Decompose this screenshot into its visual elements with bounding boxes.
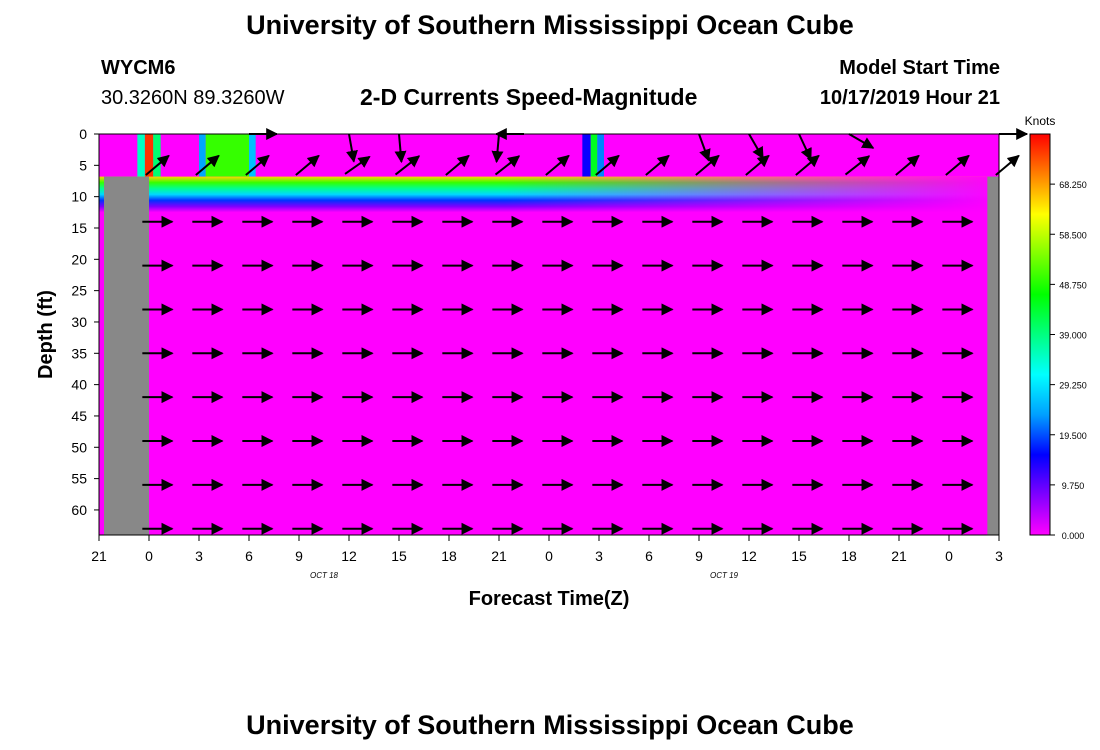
no-data-column <box>987 176 999 535</box>
surface-vector <box>795 154 820 176</box>
y-tick-label: 15 <box>71 220 87 236</box>
surface-speed-patch <box>137 134 145 177</box>
surface-vector <box>145 154 170 176</box>
surface-speed-patch <box>144 134 154 177</box>
y-tick-label: 20 <box>71 251 87 267</box>
y-tick-label: 30 <box>71 314 87 330</box>
colorbar-tick-label: 39.000 <box>1059 331 1087 341</box>
surface-vector <box>295 154 320 176</box>
colorbar-tick-label: 9.750 <box>1062 481 1085 491</box>
x-axis-label: Forecast Time(Z) <box>469 588 630 610</box>
x-tick-label: 6 <box>245 548 253 564</box>
x-tick-label: 9 <box>295 548 303 564</box>
model-start-value: 10/17/2019 Hour 21 <box>819 87 1000 109</box>
surface-vector <box>895 154 920 176</box>
page-title: University of Southern Mississippi Ocean… <box>246 10 854 40</box>
x-tick-label: 0 <box>945 548 953 564</box>
surface-speed-patch <box>153 134 161 177</box>
colorbar: Knots 68.250 58.500 48.750 39.000 29.250 19.50… <box>1025 114 1087 541</box>
surface-vector <box>195 154 220 176</box>
y-tick-label: 60 <box>71 502 87 518</box>
x-tick-label: 18 <box>441 548 457 564</box>
surface-speed-patch <box>582 134 591 177</box>
footer-title: University of Southern Mississippi Ocean… <box>246 710 854 740</box>
colorbar-tick-label: 48.750 <box>1059 280 1087 290</box>
surface-speed-patch <box>249 134 256 177</box>
x-date-label: OCT 19 <box>710 571 739 580</box>
y-tick-label: 45 <box>71 408 87 424</box>
top-vector <box>848 133 875 149</box>
y-axis-label: Depth (ft) <box>35 290 57 379</box>
x-date-label: OCT 18 <box>310 571 339 580</box>
plot-area <box>99 134 999 535</box>
surface-vector <box>394 155 421 176</box>
surface-vector <box>995 154 1020 176</box>
station-coordinates: 30.3260N 89.3260W <box>101 87 285 109</box>
y-tick-label: 40 <box>71 377 87 393</box>
surface-speed-patch <box>199 134 206 177</box>
x-tick-label: 6 <box>645 548 653 564</box>
colorbar-unit: Knots <box>1025 114 1056 128</box>
top-vector <box>798 133 812 161</box>
surface-speed-patch <box>590 134 598 177</box>
surface-vector <box>745 154 770 176</box>
y-tick-label: 50 <box>71 439 87 455</box>
top-vector <box>394 133 407 164</box>
top-vector <box>698 133 711 162</box>
surface-vector <box>494 155 521 176</box>
surface-vector <box>445 154 470 176</box>
x-tick-label: 3 <box>995 548 1003 564</box>
x-tick-label: 0 <box>145 548 153 564</box>
colorbar-tick-label: 29.250 <box>1059 381 1087 391</box>
model-start-label: Model Start Time <box>839 57 1000 79</box>
chart-subtitle: 2-D Currents Speed-Magnitude <box>360 84 698 110</box>
colorbar-tick-label: 68.250 <box>1059 180 1087 190</box>
x-tick-label: 21 <box>491 548 507 564</box>
station-id: WYCM6 <box>101 57 176 79</box>
top-vector <box>748 133 764 160</box>
x-tick-label: 21 <box>91 548 107 564</box>
x-tick-label: 12 <box>341 548 357 564</box>
colorbar-gradient <box>1029 133 1051 536</box>
surface-speed-patch <box>205 134 249 177</box>
surface-vector <box>945 154 970 176</box>
surface-vector <box>844 155 871 176</box>
x-tick-label: 3 <box>595 548 603 564</box>
y-tick-label: 10 <box>71 189 87 205</box>
x-tick-label: 3 <box>195 548 203 564</box>
surface-vector <box>695 154 720 176</box>
x-tick-label: 15 <box>791 548 807 564</box>
y-tick-label: 5 <box>79 157 87 173</box>
y-tick-label: 55 <box>71 471 87 487</box>
x-tick-label: 9 <box>695 548 703 564</box>
transition-fade <box>99 176 999 213</box>
x-tick-label: 15 <box>391 548 407 564</box>
x-tick-label: 18 <box>841 548 857 564</box>
x-tick-label: 12 <box>741 548 757 564</box>
colorbar-tick-label: 19.500 <box>1059 431 1087 441</box>
surface-speed-patch <box>597 134 604 177</box>
y-tick-label: 35 <box>71 345 87 361</box>
colorbar-tick-label: 58.500 <box>1059 230 1087 240</box>
current-vectors <box>142 128 1029 535</box>
colorbar-tick-label: 0.000 <box>1062 531 1085 541</box>
surface-vector <box>344 155 371 175</box>
y-tick-label: 25 <box>71 283 87 299</box>
surface-vector <box>595 154 620 176</box>
surface-vector <box>545 154 570 176</box>
x-tick-label: 21 <box>891 548 907 564</box>
surface-vector <box>245 154 270 176</box>
top-vector <box>346 133 358 163</box>
surface-vector <box>645 154 670 176</box>
x-tick-label: 0 <box>545 548 553 564</box>
no-data-column <box>104 176 149 535</box>
y-tick-label: 0 <box>79 126 87 142</box>
